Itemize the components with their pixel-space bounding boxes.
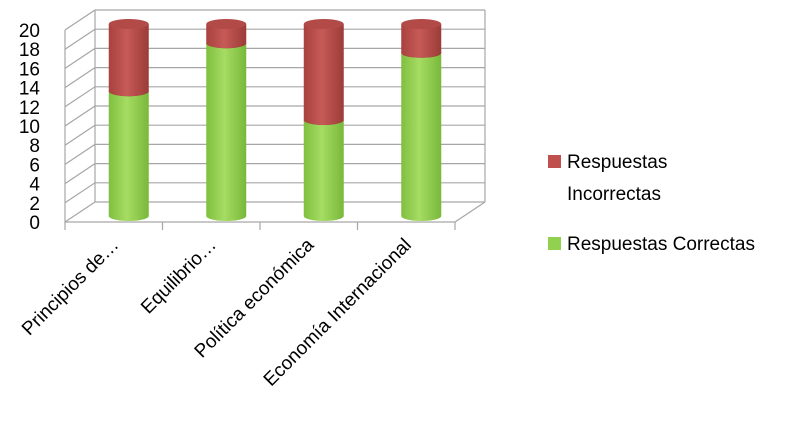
bar-stack <box>303 19 344 221</box>
gridline <box>64 143 485 165</box>
bars <box>108 19 442 222</box>
gridline <box>64 9 485 31</box>
gridline <box>64 86 485 108</box>
bar-incorrect <box>206 24 247 49</box>
legend-swatch-correct <box>548 237 561 250</box>
y-tick-label: 6 <box>29 155 40 176</box>
y-tick-label: 4 <box>29 175 40 196</box>
legend: Respuestas Incorrectas Respuestas Correc… <box>548 152 755 255</box>
bar-incorrect-cap <box>108 19 149 29</box>
y-tick-label: 2 <box>29 194 40 215</box>
bar-correct <box>303 120 344 221</box>
bar-stack <box>206 19 247 222</box>
gridline <box>64 47 485 69</box>
bar-correct <box>401 52 442 221</box>
gridline <box>64 124 485 146</box>
y-tick-label: 18 <box>19 40 40 61</box>
y-tick-label: 0 <box>29 213 40 234</box>
gridline <box>64 182 485 204</box>
x-category-label: Principios de… <box>18 235 123 340</box>
bar-incorrect-cap <box>206 19 247 29</box>
legend-label-correct: Respuestas Correctas <box>567 234 755 255</box>
legend-swatch-incorrect <box>548 155 561 168</box>
legend-label-incorrect-line1: Respuestas <box>567 152 667 173</box>
bar-stack <box>401 19 442 221</box>
gridline <box>64 163 485 185</box>
gridline <box>64 105 485 127</box>
bar-correct <box>108 91 149 221</box>
y-tick-label: 12 <box>19 98 40 119</box>
gridline <box>64 28 485 50</box>
bar-incorrect-cap <box>401 19 442 29</box>
gridlines <box>64 9 485 223</box>
bar-incorrect <box>303 24 344 125</box>
legend-label-incorrect-line2: Incorrectas <box>567 184 661 205</box>
bar-correct <box>206 43 247 222</box>
gridline <box>64 66 485 89</box>
y-tick-label: 16 <box>19 59 40 80</box>
bar-incorrect-cap <box>303 19 344 29</box>
y-tick-label: 14 <box>19 79 41 100</box>
y-tick-label: 20 <box>19 21 40 42</box>
bar-incorrect <box>108 24 149 97</box>
bar-stack <box>108 19 149 221</box>
gridline <box>64 201 485 223</box>
x-category-label: Equilibrio… <box>137 235 221 319</box>
bar-incorrect <box>401 24 442 58</box>
x-axis-category-labels: Principios de… Equilibrio…Política económ… <box>18 234 416 390</box>
y-tick-label: 8 <box>29 136 40 157</box>
y-tick-label: 10 <box>19 117 40 138</box>
